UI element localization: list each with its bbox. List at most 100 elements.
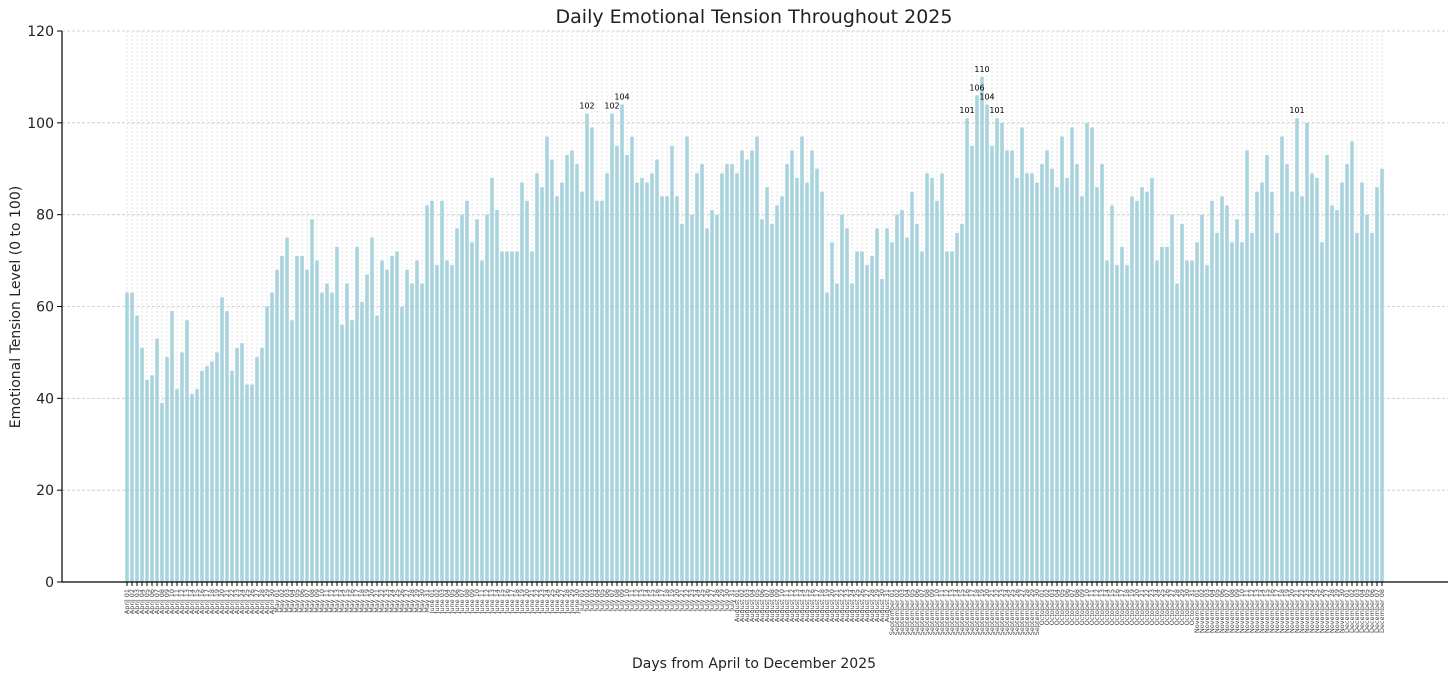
bar <box>885 228 889 583</box>
bar <box>950 251 954 582</box>
x-tick-label: July 27 <box>708 589 716 612</box>
bar <box>330 292 334 582</box>
bar <box>1260 182 1264 582</box>
x-tick-label: August 23 <box>843 589 851 622</box>
bar <box>1185 260 1189 582</box>
x-tick-label: September 30 <box>1033 589 1041 635</box>
x-tick-label: July 24 <box>693 589 701 612</box>
y-tick-label: 60 <box>36 300 54 316</box>
bar <box>310 219 314 582</box>
x-tick-label: September 25 <box>1008 589 1016 635</box>
bar <box>625 154 629 582</box>
x-tick-label: August 24 <box>848 589 856 622</box>
x-tick-label: August 02 <box>738 589 746 622</box>
bar <box>555 196 559 583</box>
x-tick-label: June 21 <box>528 589 536 615</box>
x-tick-label: May 15 <box>343 589 351 613</box>
x-tick-label: September 29 <box>1028 589 1036 635</box>
bar-value-label: 102 <box>579 102 594 111</box>
x-tick-label: June 04 <box>443 589 451 615</box>
x-tick-label: May 31 <box>423 589 431 613</box>
x-tick-label: August 17 <box>813 589 821 622</box>
bar <box>145 379 149 582</box>
bar-value-label: 104 <box>614 92 629 101</box>
x-tick-label: September 20 <box>983 589 991 635</box>
bar <box>315 260 319 582</box>
x-tick-label: August 31 <box>883 589 891 622</box>
bar <box>545 136 549 582</box>
x-tick-label: June 28 <box>563 589 571 615</box>
bar <box>685 136 689 582</box>
x-tick-label: October 20 <box>1133 589 1141 625</box>
bar <box>1310 173 1314 582</box>
bar <box>1090 127 1094 583</box>
bar <box>280 255 284 582</box>
x-tick-label: October 27 <box>1168 589 1176 625</box>
bar <box>465 200 469 582</box>
x-tick-label: April 24 <box>238 589 246 614</box>
bar <box>1085 122 1089 582</box>
x-tick-label: July 15 <box>648 589 656 612</box>
bar <box>1040 164 1044 583</box>
x-tick-label: June 26 <box>553 589 561 615</box>
bar <box>870 255 874 582</box>
x-tick-label: September 19 <box>978 589 986 635</box>
bar <box>225 311 229 582</box>
x-tick-label: July 02 <box>583 589 591 612</box>
bar <box>725 164 729 583</box>
x-tick-label: November 22 <box>1298 589 1306 633</box>
bar <box>1360 182 1364 582</box>
x-tick-label: May 22 <box>378 589 386 613</box>
x-tick-label: August 18 <box>818 589 826 622</box>
bar <box>565 154 569 582</box>
x-tick-label: April 03 <box>133 589 141 614</box>
bar <box>850 283 854 582</box>
x-tick-label: June 12 <box>483 589 491 615</box>
bar <box>660 196 664 583</box>
y-tick-label: 80 <box>36 208 54 224</box>
bar <box>1270 191 1274 583</box>
x-tick-label: July 10 <box>623 589 631 612</box>
bar <box>805 182 809 582</box>
bar <box>735 173 739 582</box>
bar <box>275 269 279 582</box>
bar <box>150 375 154 582</box>
x-tick-label: September 17 <box>968 589 976 635</box>
bar <box>1070 127 1074 583</box>
bar <box>1235 219 1239 582</box>
bar <box>1140 187 1144 582</box>
x-tick-label: November 20 <box>1288 589 1296 633</box>
chart-title: Daily Emotional Tension Throughout 2025 <box>556 6 953 28</box>
bar <box>470 242 474 582</box>
bar <box>640 177 644 582</box>
x-tick-label: May 02 <box>278 589 286 613</box>
x-tick-label: May 26 <box>398 589 406 613</box>
x-tick-label: October 09 <box>1078 589 1086 625</box>
x-tick-label: August 06 <box>758 589 766 622</box>
bar <box>810 150 814 582</box>
bar <box>835 283 839 582</box>
bar <box>590 127 594 583</box>
x-tick-label: April 10 <box>168 589 176 614</box>
bar <box>420 283 424 582</box>
x-tick-label: August 19 <box>823 589 831 622</box>
x-tick-label: May 19 <box>363 589 371 613</box>
bar <box>1175 283 1179 582</box>
bar <box>425 205 429 582</box>
x-tick-label: July 28 <box>713 589 721 612</box>
x-tick-label: May 28 <box>408 589 416 613</box>
x-tick-label: November 10 <box>1238 589 1246 633</box>
x-tick-label: November 28 <box>1328 589 1336 633</box>
x-tick-label: July 11 <box>628 589 636 612</box>
bar <box>460 214 464 582</box>
x-tick-label: August 22 <box>838 589 846 622</box>
bar <box>575 164 579 583</box>
x-tick-label: December 02 <box>1348 589 1356 633</box>
bar <box>705 228 709 583</box>
x-tick-label: April 29 <box>263 589 271 614</box>
x-tick-label: September 16 <box>963 589 971 635</box>
x-tick-label: August 09 <box>773 589 781 622</box>
bar <box>1285 164 1289 583</box>
bar <box>255 357 259 582</box>
